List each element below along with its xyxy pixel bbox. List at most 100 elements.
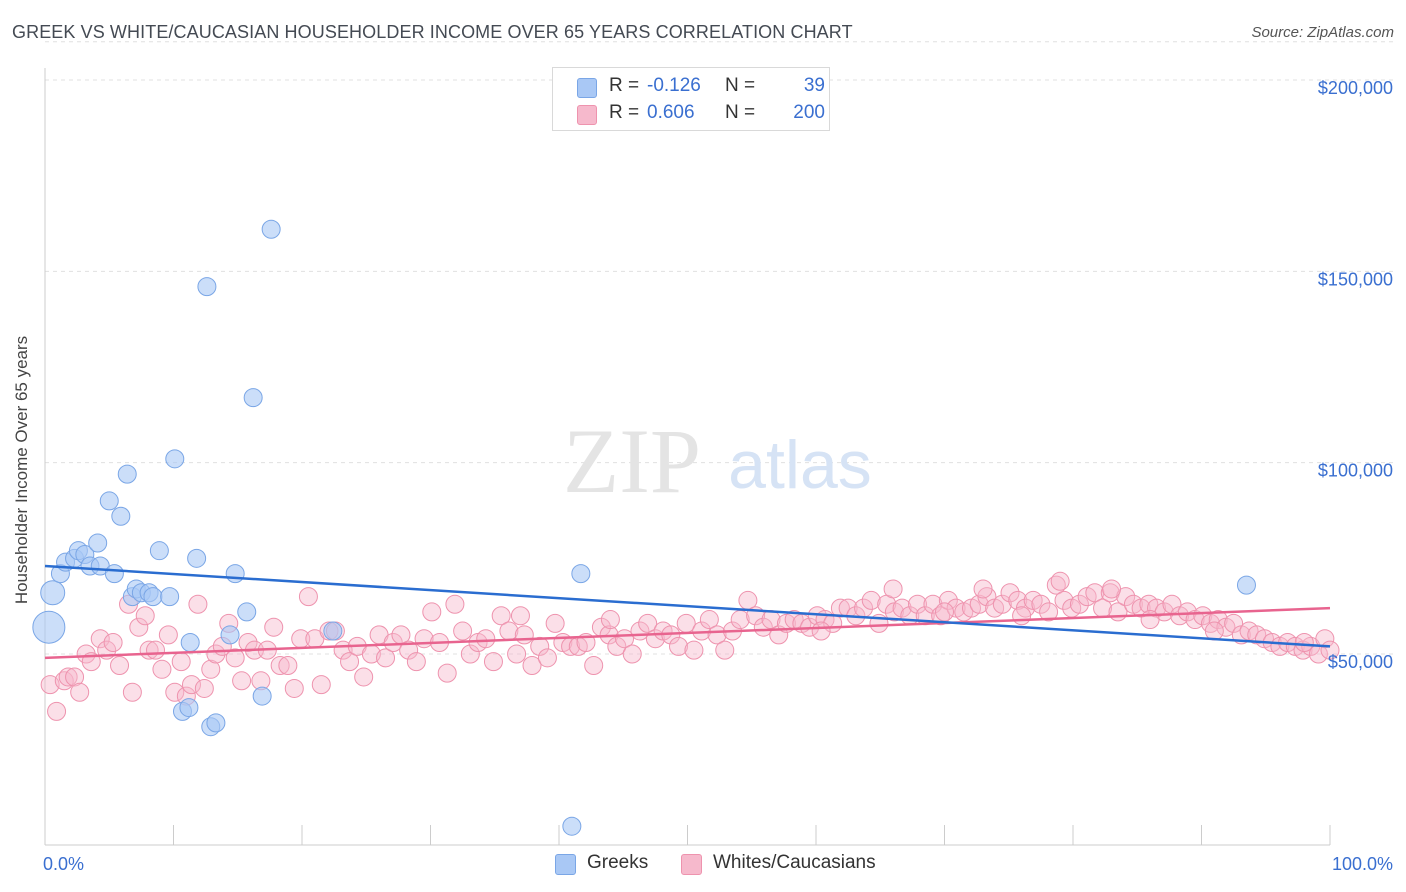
whites-point [194,678,214,698]
legend-r-label: R = [609,75,640,96]
x-tick-labels: 0.0% 100.0% [43,854,1393,874]
whites-point [278,655,298,675]
whites-point [969,594,989,614]
whites-point [811,621,831,641]
whites-points [40,571,1340,721]
whites-point [460,644,480,664]
greeks-point [111,506,131,526]
bottom-legend-label-whites: Whites/Caucasians [713,852,876,873]
greeks-point [562,816,582,836]
y-tick-labels: $200,000 $150,000 $100,000 $50,000 [1318,78,1393,672]
whites-point [522,655,542,675]
whites-point [715,640,735,660]
whites-point [122,682,142,702]
whites-point [537,648,557,668]
greeks-point [99,491,119,511]
legend-r-value: -0.126 [647,75,701,96]
whites-point [445,594,465,614]
whites-point [383,633,403,653]
greeks-point [1236,575,1256,595]
whites-point [406,652,426,672]
whites-point [638,613,658,633]
y-tick-label: $100,000 [1318,461,1393,481]
whites-point [883,579,903,599]
whites-point [923,594,943,614]
greeks-point [252,686,272,706]
greeks-trend-line [44,564,1331,648]
greeks-point [237,602,257,622]
whites-point [892,598,912,618]
whites-point [931,606,951,626]
greeks-point [206,713,226,733]
whites-point [225,648,245,668]
watermark-atlas: atlas [728,427,872,503]
whites-point [158,625,178,645]
whites-point [165,682,185,702]
whites-point [181,675,201,695]
x-tick-label-left: 0.0% [43,854,84,874]
whites-point [973,579,993,599]
greeks-point [220,625,240,645]
whites-point [1208,610,1228,630]
greeks-point [197,277,217,297]
whites-point [110,655,130,675]
whites-point [476,629,496,649]
greeks-point [187,548,207,568]
whites-point [483,652,503,672]
whites-point [507,644,527,664]
greeks-point [40,580,66,606]
whites-point [699,610,719,630]
greeks-point [225,564,245,584]
whites-point [1294,633,1314,653]
greeks-point [179,698,199,718]
whites-point [340,652,360,672]
whites-point [238,633,258,653]
whites-point [264,617,284,637]
whites-point [171,652,191,672]
greeks-point [571,564,591,584]
whites-point [399,640,419,660]
whites-point [1193,606,1213,626]
whites-point [135,606,155,626]
greeks-point [104,564,124,584]
greeks-point [243,388,263,408]
whites-point [1046,575,1066,595]
whites-point [600,610,620,630]
whites-point [1069,594,1089,614]
legend-swatch-whites [577,105,597,125]
whites-point [530,636,550,656]
whites-point [935,602,954,622]
x-tick-label-right: 100.0% [1332,854,1393,874]
whites-point [1008,590,1028,610]
gridlines [45,41,1393,655]
whites-point [1039,602,1059,622]
whites-point [65,667,85,687]
axes [44,68,1331,846]
whites-point [311,675,331,695]
whites-point [491,606,511,626]
whites-point [47,701,67,721]
whites-point [830,598,850,618]
whites-point [129,617,149,637]
chart-title: GREEK VS WHITE/CAUCASIAN HOUSEHOLDER INC… [12,22,853,42]
whites-point [992,594,1012,614]
greeks-point [261,219,281,239]
whites-point [354,667,374,687]
greeks-point [160,587,180,607]
whites-point [938,590,958,610]
whites-point [70,682,90,702]
watermark: ZIP atlas [563,410,872,512]
legend: R = -0.126 N = 39 R = 0.606 N = 200 [552,67,830,131]
legend-n-label: N = [725,102,756,123]
greeks-point [323,621,343,641]
greeks-point [117,464,137,484]
whites-point [1102,579,1122,599]
whites-point [437,663,457,683]
y-tick-label: $150,000 [1318,269,1393,289]
whites-point [753,617,773,637]
whites-point [270,655,290,675]
whites-point [1224,613,1244,633]
watermark-zip: ZIP [563,410,701,512]
whites-point [1140,610,1160,630]
